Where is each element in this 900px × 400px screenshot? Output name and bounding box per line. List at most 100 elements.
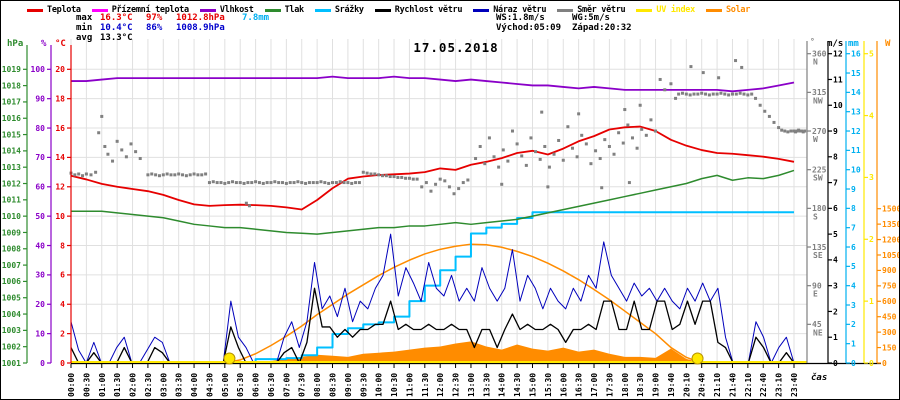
svg-text:450: 450 (882, 313, 897, 322)
svg-text:NW: NW (813, 96, 823, 105)
svg-text:4: 4 (60, 300, 65, 309)
sunrise-marker-icon (223, 352, 236, 365)
svg-text:9: 9 (851, 185, 856, 194)
svg-text:22:40: 22:40 (759, 373, 768, 397)
solar-axis-header: W (885, 39, 891, 49)
svg-text:00:30: 00:30 (82, 373, 91, 397)
svg-text:SE: SE (813, 251, 823, 260)
pressure-axis-header: hPa (7, 39, 24, 49)
svg-text:07:30: 07:30 (298, 373, 307, 397)
avg-temperature: 13.3°C (100, 33, 133, 43)
series-solar-measured (71, 341, 794, 363)
min-label: min (76, 23, 93, 33)
legend-item-rychlost-vetru: Rychlost větru (374, 5, 463, 15)
svg-text:02:30: 02:30 (144, 373, 153, 397)
svg-text:6: 6 (833, 204, 838, 213)
svg-text:19:00: 19:00 (652, 373, 661, 397)
svg-text:5: 5 (851, 262, 856, 271)
svg-text:180: 180 (812, 204, 827, 213)
svg-text:1006: 1006 (2, 277, 21, 286)
x-axis-ticks: 00:00 00:30 01:00 01:30 02:00 02:30 03:00 03:30… (67, 364, 799, 397)
stats-row-sun: Východ:05:09 Západ:20:32 (496, 23, 632, 33)
legend-label: Přízemní teplota (111, 5, 189, 15)
svg-text:14:30: 14:30 (513, 373, 522, 397)
svg-text:21:10: 21:10 (713, 373, 722, 397)
svg-text:23:10: 23:10 (775, 373, 784, 397)
legend-label: Směr větru (577, 5, 626, 15)
legend-label: Teplota (47, 5, 81, 15)
svg-text:0: 0 (882, 359, 887, 368)
svg-text:360: 360 (812, 50, 827, 59)
svg-text:11: 11 (833, 75, 843, 84)
sunrise-time: Východ:05:09 (496, 23, 562, 33)
svg-text:750: 750 (882, 282, 897, 291)
svg-text:03:00: 03:00 (159, 373, 168, 397)
svg-text:08:30: 08:30 (329, 373, 338, 397)
solar-swatch-icon (705, 8, 722, 12)
chart-title: 17.05.2018 (413, 40, 499, 55)
svg-text:60: 60 (35, 183, 45, 192)
svg-text:300: 300 (882, 328, 897, 337)
vlhkost-swatch-icon (199, 8, 216, 12)
svg-text:8: 8 (60, 241, 65, 250)
svg-text:270: 270 (812, 127, 827, 136)
legend-item-teplota: Teplota (27, 5, 81, 15)
series-temperature (70, 125, 795, 211)
legend-label: Vlhkost (219, 5, 254, 15)
svg-text:16: 16 (851, 50, 861, 59)
svg-text:1200: 1200 (882, 235, 900, 244)
svg-text:W: W (813, 135, 818, 144)
svg-text:00:00: 00:00 (67, 373, 76, 397)
svg-text:6: 6 (851, 243, 856, 252)
naraz-vetru-swatch-icon (473, 8, 490, 12)
stats-row-min: min 10.4°C 86% 1008.9hPa (76, 23, 288, 33)
svg-text:6: 6 (60, 271, 65, 280)
svg-text:08:00: 08:00 (313, 373, 322, 397)
min-humidity: 86% (146, 23, 163, 33)
max-temperature: 16.3°C (100, 13, 133, 23)
svg-text:900: 900 (882, 266, 897, 275)
svg-text:1002: 1002 (2, 342, 21, 351)
svg-text:20: 20 (55, 65, 65, 74)
svg-text:1007: 1007 (2, 261, 21, 270)
svg-text:02:00: 02:00 (129, 373, 138, 397)
uv-index-swatch-icon (636, 8, 653, 12)
svg-text:90: 90 (812, 281, 822, 290)
svg-text:30: 30 (35, 271, 45, 280)
svg-text:15:00: 15:00 (528, 373, 537, 397)
stats-row-max: max 16.3°C 97% 1012.8hPa 7.8mm (76, 13, 288, 23)
svg-text:100: 100 (31, 65, 46, 74)
svg-text:1013: 1013 (2, 163, 21, 172)
svg-text:14: 14 (851, 88, 861, 97)
svg-text:80: 80 (35, 124, 45, 133)
svg-text:NE: NE (813, 328, 823, 337)
svg-text:18: 18 (55, 94, 65, 103)
legend-item-srazky: Srážky (314, 5, 364, 15)
svg-text:4: 4 (869, 111, 874, 120)
legend-label: Srážky (334, 5, 364, 15)
svg-text:10: 10 (35, 329, 45, 338)
svg-text:12: 12 (55, 183, 65, 192)
scatter-wind-direction (69, 59, 807, 208)
svg-text:2: 2 (833, 307, 838, 316)
svg-text:315: 315 (812, 88, 827, 97)
stats-block-right: WS:1.8m/s WG:5m/s Východ:05:09 Západ:20:32 (496, 13, 632, 33)
svg-text:5: 5 (833, 230, 838, 239)
svg-text:3: 3 (851, 301, 856, 310)
svg-text:1016: 1016 (2, 114, 21, 123)
svg-text:45: 45 (812, 320, 822, 329)
svg-text:05:30: 05:30 (236, 373, 245, 397)
series-humidity (71, 75, 795, 93)
max-label: max (76, 13, 93, 23)
svg-text:1004: 1004 (2, 310, 21, 319)
svg-text:20:10: 20:10 (682, 373, 691, 397)
svg-text:600: 600 (882, 297, 897, 306)
svg-text:13:30: 13:30 (482, 373, 491, 397)
svg-text:14: 14 (55, 153, 65, 162)
svg-text:0: 0 (851, 359, 856, 368)
svg-text:S: S (813, 212, 818, 221)
rain-axis-header: mm (848, 39, 859, 49)
svg-text:17:30: 17:30 (605, 373, 614, 397)
